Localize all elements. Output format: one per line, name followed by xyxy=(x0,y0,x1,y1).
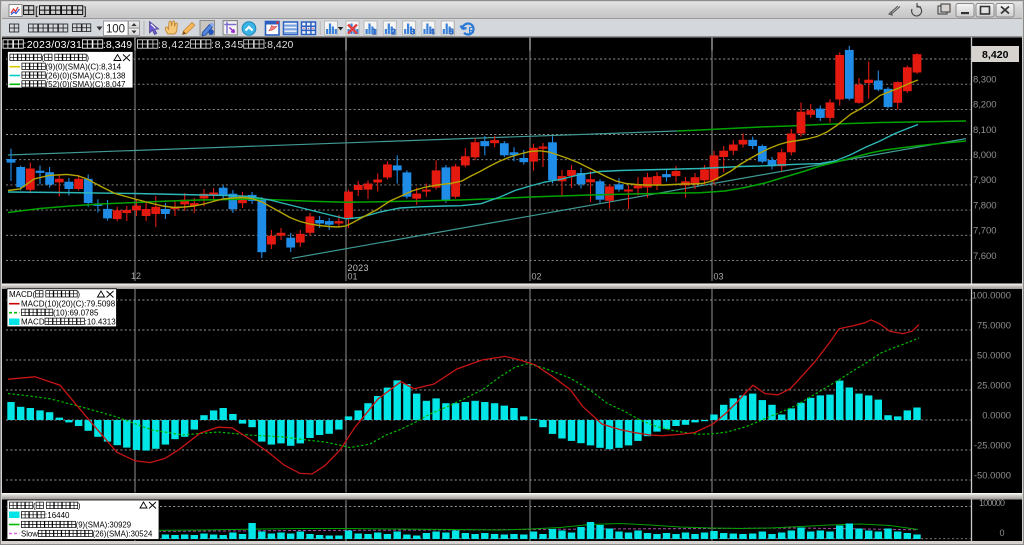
svg-text:): ) xyxy=(86,54,89,63)
svg-text:100.0000: 100.0000 xyxy=(972,290,1011,301)
svg-text:02: 02 xyxy=(532,272,542,282)
svg-text:(52)(0)(SMA)(C):8,047: (52)(0)(SMA)(C):8,047 xyxy=(46,80,127,89)
svg-text:5: 5 xyxy=(449,27,454,37)
svg-text:MACD(: MACD( xyxy=(9,290,36,299)
svg-text:100: 100 xyxy=(106,24,125,36)
svg-text:50.0000: 50.0000 xyxy=(977,350,1011,361)
svg-text:Slow: Slow xyxy=(21,530,38,539)
svg-text:]: ] xyxy=(84,6,87,18)
svg-text::16440: :16440 xyxy=(45,511,70,520)
svg-text:8,100: 8,100 xyxy=(973,125,997,136)
svg-text:): ) xyxy=(78,502,81,511)
svg-text:0: 0 xyxy=(1000,528,1005,538)
svg-text:2023: 2023 xyxy=(348,263,369,273)
svg-text:MACD: MACD xyxy=(21,318,45,327)
svg-text:100000: 100000 xyxy=(979,498,1005,508)
svg-text:MACD(10)(20)(C):79.5098: MACD(10)(20)(C):79.5098 xyxy=(21,300,116,309)
svg-text:03: 03 xyxy=(714,272,724,282)
svg-text:(9)(0)(SMA)(C):8,314: (9)(0)(SMA)(C):8,314 xyxy=(46,63,122,72)
svg-text:7,900: 7,900 xyxy=(973,175,997,186)
svg-text:0.0000: 0.0000 xyxy=(982,410,1011,421)
svg-text:8,200: 8,200 xyxy=(973,100,997,111)
svg-text:7,700: 7,700 xyxy=(973,226,997,237)
svg-text:(: ( xyxy=(33,502,36,511)
svg-text:-50.0000: -50.0000 xyxy=(974,470,1011,481)
svg-text:8,300: 8,300 xyxy=(973,75,997,86)
svg-text:7,600: 7,600 xyxy=(973,251,997,262)
svg-text::8,345: :8,345 xyxy=(211,39,243,51)
svg-text:8,420: 8,420 xyxy=(982,49,1009,61)
svg-text:7,800: 7,800 xyxy=(973,200,997,211)
svg-text:(26)(SMA):30524: (26)(SMA):30524 xyxy=(93,530,153,539)
svg-text:(10):69.0785: (10):69.0785 xyxy=(53,309,99,318)
svg-text:[: [ xyxy=(35,6,38,18)
svg-text:-25.0000: -25.0000 xyxy=(974,440,1011,451)
svg-text:(9)(SMA):30929: (9)(SMA):30929 xyxy=(76,521,132,530)
svg-text::10.4313: :10.4313 xyxy=(85,318,117,327)
svg-text:25.0000: 25.0000 xyxy=(977,380,1011,391)
svg-text:2: 2 xyxy=(391,27,396,37)
svg-text::8,349: :8,349 xyxy=(103,39,132,51)
svg-text::8,420: :8,420 xyxy=(264,39,293,51)
svg-text:4: 4 xyxy=(430,27,435,37)
svg-text:12: 12 xyxy=(131,271,141,281)
svg-text:R: R xyxy=(469,26,475,35)
svg-text:8,000: 8,000 xyxy=(973,150,997,161)
svg-text:1: 1 xyxy=(372,27,377,37)
svg-text:01: 01 xyxy=(348,272,358,282)
svg-text:(26)(0)(SMA)(C):8,138: (26)(0)(SMA)(C):8,138 xyxy=(46,71,127,80)
svg-text::8,422: :8,422 xyxy=(158,39,190,51)
svg-text::2023/03/31: :2023/03/31 xyxy=(24,39,83,51)
svg-text:(: ( xyxy=(42,54,45,63)
svg-text:75.0000: 75.0000 xyxy=(977,320,1011,331)
svg-text:3: 3 xyxy=(410,27,415,37)
svg-text:): ) xyxy=(77,290,80,299)
